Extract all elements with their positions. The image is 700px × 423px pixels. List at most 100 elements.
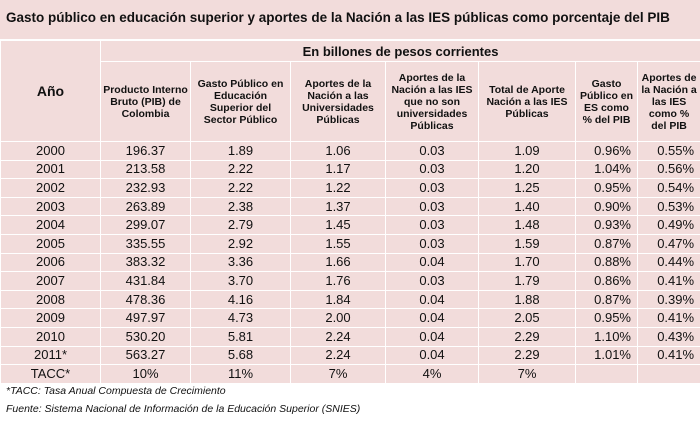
value-cell: 0.44% xyxy=(636,252,700,273)
value-cell: 1.48 xyxy=(478,215,576,235)
value-cell: 530.20 xyxy=(100,326,191,347)
data-row: 2006 383.32 3.36 1.66 0.04 1.70 0.88% 0.44% xyxy=(0,252,700,273)
value-cell: 0.56% xyxy=(636,159,700,180)
value-cell: 2.92 xyxy=(190,233,291,254)
value-cell: 1.25 xyxy=(478,178,576,198)
value-cell: 10% xyxy=(100,364,191,384)
value-cell: 0.87% xyxy=(575,233,638,254)
data-row: 2010 530.20 5.81 2.24 0.04 2.29 1.10% 0.43% xyxy=(0,326,700,347)
footnote: *TACC: Tasa Anual Compuesta de Crecimien… xyxy=(6,385,226,397)
data-row: 2004 299.07 2.79 1.45 0.03 1.48 0.93% 0.49% xyxy=(0,215,700,235)
value-cell: 0.95% xyxy=(575,178,638,198)
value-cell: 383.32 xyxy=(100,252,191,273)
value-cell: 1.22 xyxy=(290,178,386,198)
value-cell: 1.55 xyxy=(290,233,386,254)
value-cell: 196.37 xyxy=(100,141,191,161)
value-cell: 263.89 xyxy=(100,196,191,217)
value-cell: 1.88 xyxy=(478,289,576,310)
year-cell: 2006 xyxy=(0,252,101,273)
value-cell: 0.41% xyxy=(636,345,700,366)
value-cell: 335.55 xyxy=(100,233,191,254)
value-cell: 3.36 xyxy=(190,252,291,273)
value-cell: 1.20 xyxy=(478,159,576,180)
value-cell: 1.70 xyxy=(478,252,576,273)
empty-cell xyxy=(636,364,700,384)
value-cell: 1.01% xyxy=(575,345,638,366)
value-cell: 0.03 xyxy=(385,215,479,235)
value-cell: 232.93 xyxy=(100,178,191,198)
year-cell: 2004 xyxy=(0,215,101,235)
group-header: En billones de pesos corrientes xyxy=(99,40,700,62)
value-cell: 1.37 xyxy=(290,196,386,217)
year-cell: 2002 xyxy=(0,178,101,198)
value-cell: 0.49% xyxy=(636,215,700,235)
value-cell: 478.36 xyxy=(100,289,191,310)
value-cell: 0.47% xyxy=(636,233,700,254)
value-cell: 0.03 xyxy=(385,159,479,180)
value-cell: 0.04 xyxy=(385,252,479,273)
value-cell: 4% xyxy=(385,364,479,384)
header-row: Producto Interno Bruto (PIB) de Colombia… xyxy=(1,61,700,142)
value-cell: 7% xyxy=(478,364,576,384)
value-cell: 11% xyxy=(190,364,291,384)
column-header: Aportes de la Nación a las IES como % de… xyxy=(636,61,700,142)
value-cell: 2.24 xyxy=(290,345,386,366)
value-cell: 1.84 xyxy=(290,289,386,310)
column-header: Total de Aporte Nación a las IES Pública… xyxy=(478,61,576,142)
value-cell: 0.41% xyxy=(636,271,700,291)
value-cell: 2.38 xyxy=(190,196,291,217)
value-cell: 0.03 xyxy=(385,271,479,291)
value-cell: 1.06 xyxy=(290,141,386,161)
value-cell: 4.73 xyxy=(190,308,291,328)
footnote: Fuente: Sistema Nacional de Información … xyxy=(6,403,361,415)
value-cell: 2.29 xyxy=(478,326,576,347)
value-cell: 0.53% xyxy=(636,196,700,217)
value-cell: 2.05 xyxy=(478,308,576,328)
data-row: 2002 232.93 2.22 1.22 0.03 1.25 0.95% 0.54% xyxy=(0,178,700,198)
value-cell: 0.93% xyxy=(575,215,638,235)
year-header: Año xyxy=(0,40,101,142)
value-cell: 0.03 xyxy=(385,196,479,217)
value-cell: 1.89 xyxy=(190,141,291,161)
table: Año En billones de pesos corrientes Produc… xyxy=(0,40,700,384)
value-cell: 5.81 xyxy=(190,326,291,347)
year-cell: TACC* xyxy=(0,364,101,384)
year-cell: 2010 xyxy=(0,326,101,347)
value-cell: 0.39% xyxy=(636,289,700,310)
value-cell: 2.00 xyxy=(290,308,386,328)
value-cell: 213.58 xyxy=(100,159,191,180)
data-row: 2007 431.84 3.70 1.76 0.03 1.79 0.86% 0.41% xyxy=(0,271,700,291)
data-row: 2005 335.55 2.92 1.55 0.03 1.59 0.87% 0.47% xyxy=(0,233,700,254)
data-row: 2001 213.58 2.22 1.17 0.03 1.20 1.04% 0.56% xyxy=(0,159,700,180)
value-cell: 0.55% xyxy=(636,141,700,161)
column-header: Aportes de la Nación a las Universidades… xyxy=(290,61,386,142)
data-row: 2011* 563.27 5.68 2.24 0.04 2.29 1.01% 0.41% xyxy=(0,345,700,366)
column-header: Aportes de la Nación a las IES que no so… xyxy=(385,61,479,142)
value-cell: 1.79 xyxy=(478,271,576,291)
value-cell: 0.43% xyxy=(636,326,700,347)
empty-cell xyxy=(575,364,638,384)
column-header: Producto Interno Bruto (PIB) de Colombia xyxy=(100,61,191,142)
value-cell: 0.96% xyxy=(575,141,638,161)
value-cell: 299.07 xyxy=(100,215,191,235)
year-cell: 2005 xyxy=(0,233,101,254)
value-cell: 431.84 xyxy=(100,271,191,291)
value-cell: 0.90% xyxy=(575,196,638,217)
year-cell: 2007 xyxy=(0,271,101,291)
value-cell: 7% xyxy=(290,364,386,384)
year-cell: 2008 xyxy=(0,289,101,310)
value-cell: 0.88% xyxy=(575,252,638,273)
year-cell: 2000 xyxy=(0,141,101,161)
value-cell: 1.09 xyxy=(478,141,576,161)
year-cell: 2001 xyxy=(0,159,101,180)
value-cell: 0.03 xyxy=(385,233,479,254)
value-cell: 1.17 xyxy=(290,159,386,180)
header-row: Año En billones de pesos corrientes xyxy=(0,40,700,142)
value-cell: 1.10% xyxy=(575,326,638,347)
value-cell: 0.03 xyxy=(385,178,479,198)
value-cell: 2.22 xyxy=(190,159,291,180)
value-cell: 2.29 xyxy=(478,345,576,366)
value-cell: 0.03 xyxy=(385,141,479,161)
value-cell: 1.40 xyxy=(478,196,576,217)
